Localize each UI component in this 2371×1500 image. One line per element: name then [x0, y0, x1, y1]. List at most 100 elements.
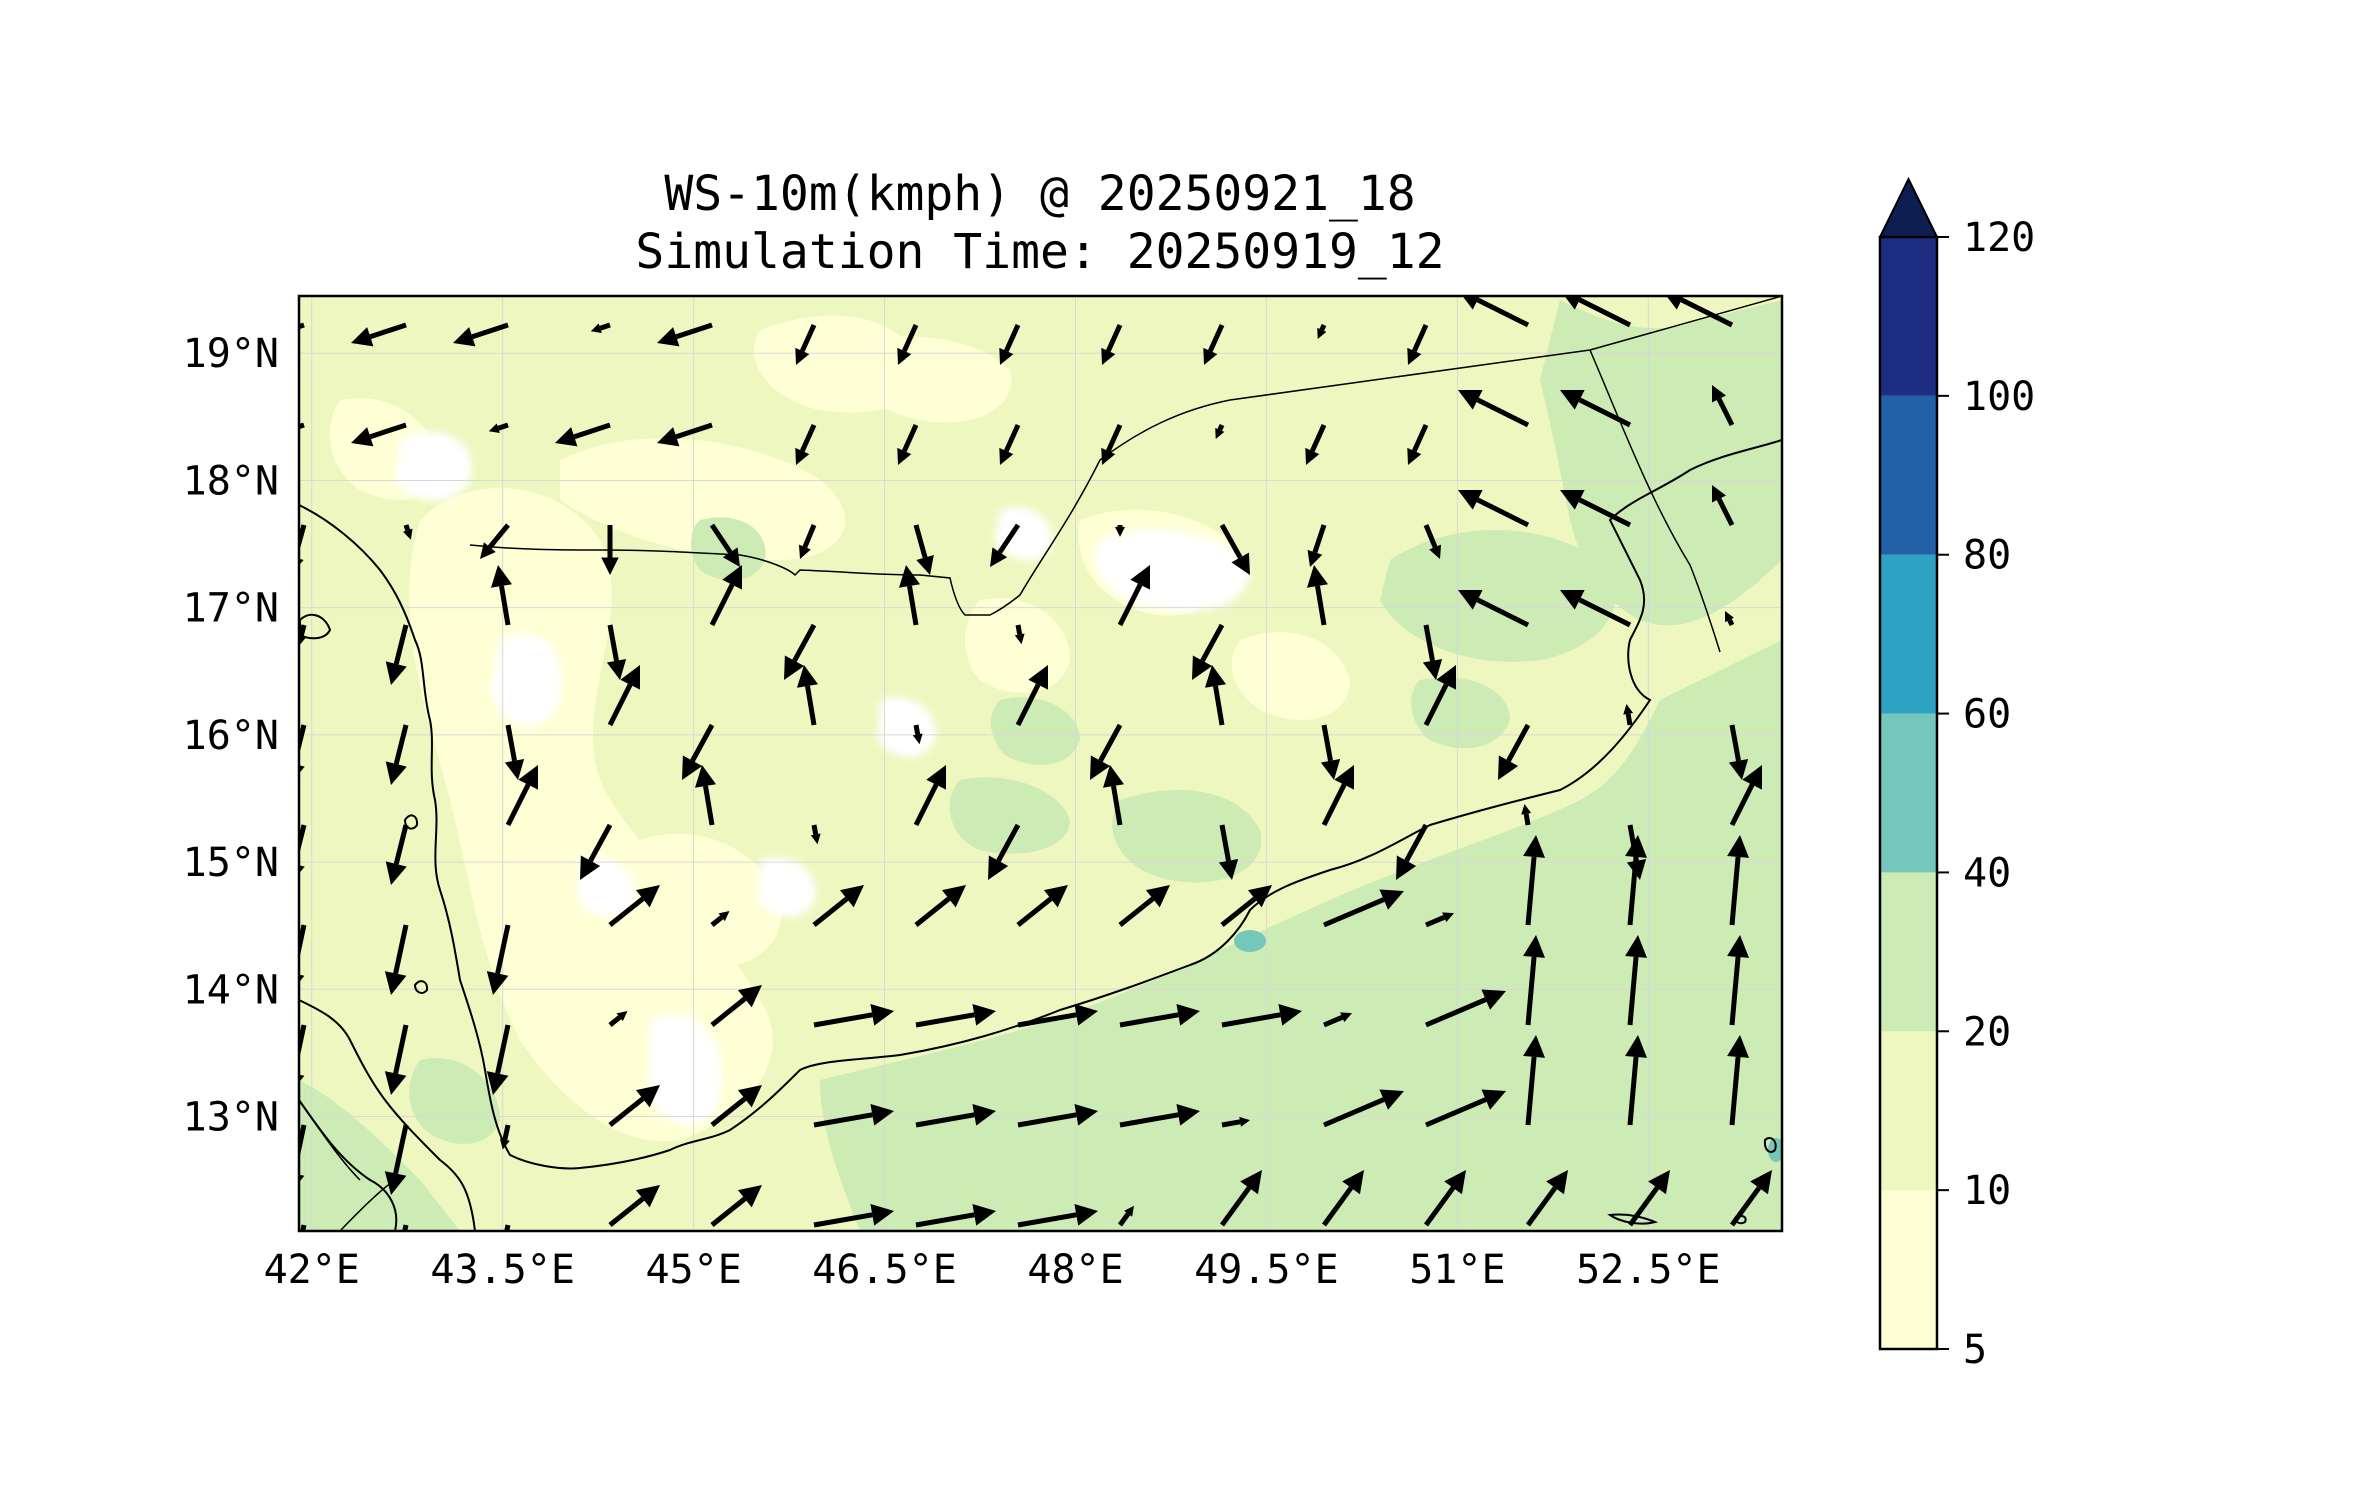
wind-arrow [1458, 490, 1530, 528]
wind-arrow [1307, 565, 1328, 626]
wind-arrow [813, 1003, 894, 1028]
longitude-tick-label: 43.5°E [430, 1247, 575, 1293]
colorbar-tick-label: 5 [1963, 1327, 1987, 1373]
wind-arrow [1101, 323, 1123, 365]
wind-arrow [580, 823, 613, 880]
wind-arrow [299, 1124, 307, 1183]
wind-arrow [590, 322, 611, 333]
wind-arrow [608, 885, 660, 927]
wind-arrow [1103, 765, 1124, 826]
wind-arrow [480, 523, 510, 559]
colorbar-tick-label: 40 [1963, 850, 2011, 896]
latitude-tick-label: 18°N [183, 458, 279, 504]
colorbar-segment [1880, 713, 1937, 873]
wind-arrow [657, 422, 713, 447]
wind-arrow [608, 1011, 628, 1027]
wind-arrow [299, 422, 305, 430]
wind-arrow [486, 924, 511, 995]
wind-arrow [1523, 835, 1546, 926]
wind-arrow [1219, 523, 1250, 575]
wind-arrow [1115, 525, 1125, 537]
wind-arrow [1422, 624, 1443, 680]
wind-arrow [810, 824, 821, 845]
wind-arrow [915, 1103, 996, 1128]
wind-arrow [1729, 1170, 1772, 1227]
wind-arrow [695, 765, 716, 826]
wind-arrow [555, 422, 611, 447]
wind-arrow [897, 323, 919, 365]
wind-arrow [1119, 1003, 1200, 1028]
colorbar-segment [1880, 1031, 1937, 1191]
wind-arrow [899, 565, 920, 626]
wind-arrow [1728, 724, 1749, 780]
wind-arrow [491, 565, 512, 626]
wind-arrow [504, 724, 525, 780]
longitude-tick-label: 45°E [645, 1247, 741, 1293]
wind-arrow [1627, 1170, 1670, 1227]
wind-arrow [1317, 323, 1327, 339]
wind-arrow [999, 423, 1021, 465]
map-panel [299, 296, 1782, 1231]
wind-arrow [384, 1124, 409, 1195]
wind-arrow [488, 422, 509, 433]
wind-arrow [912, 724, 923, 745]
latitude-tick-label: 15°N [183, 840, 279, 886]
wind-arrow [1623, 704, 1634, 726]
wind-arrow [1498, 723, 1531, 780]
wind-arrow [1458, 390, 1530, 428]
longitude-tick-label: 46.5°E [812, 1247, 957, 1293]
wind-arrow [999, 323, 1021, 365]
wind-arrow [1407, 423, 1429, 465]
colorbar-tick-label: 60 [1963, 692, 2011, 738]
wind-speed-fill-high [1234, 930, 1266, 952]
wind-arrow [1521, 804, 1532, 826]
wind-arrow [1321, 765, 1354, 827]
wind-arrow [913, 765, 946, 827]
wind-arrow [1560, 390, 1632, 428]
wind-arrow [385, 824, 409, 885]
longitude-axis: 42°E 43.5°E 45°E 46.5°E 48°E 49.5°E 51°E 52.5°E [264, 1247, 1721, 1293]
colorbar-tick-label: 120 [1963, 215, 2035, 261]
wind-arrow [813, 1203, 894, 1228]
latitude-tick-label: 13°N [183, 1095, 279, 1141]
wind-arrow [1712, 485, 1735, 527]
wind-arrow [1423, 524, 1442, 559]
wind-arrow [795, 423, 817, 465]
wind-speed-fill-moderate [299, 300, 1782, 1231]
wind-arrow [1215, 423, 1225, 439]
wind-arrow [1119, 1103, 1200, 1128]
wind-arrow [1090, 723, 1123, 780]
wind-arrow [1192, 623, 1225, 680]
wind-arrow [299, 624, 307, 646]
wind-arrow [990, 523, 1021, 567]
wind-arrow [1560, 490, 1632, 528]
wind-arrow [385, 724, 409, 785]
wind-arrow [915, 1003, 996, 1028]
wind-arrow [1523, 1035, 1546, 1126]
wind-arrow [1525, 1170, 1568, 1227]
wind-arrow [351, 422, 407, 447]
wind-arrow [710, 911, 730, 927]
wind-arrow [1307, 524, 1327, 567]
wind-arrow [1523, 935, 1546, 1026]
wind-arrow [402, 524, 413, 540]
colorbar-segment [1880, 554, 1937, 714]
wind-arrow [1396, 823, 1429, 880]
wind-arrow [913, 524, 934, 575]
colorbar-segment [1880, 1190, 1937, 1349]
wind-arrow [657, 322, 713, 347]
wind-arrow [1425, 989, 1506, 1028]
wind-arrow [601, 525, 619, 575]
wind-arrow [499, 1124, 511, 1150]
wind-arrow [812, 885, 864, 927]
colorbar-segment [1880, 237, 1937, 396]
wind-arrow [1727, 835, 1750, 926]
colorbar-tick-label: 20 [1963, 1009, 2011, 1055]
wind-arrow [1205, 665, 1226, 726]
wind-arrow [1014, 624, 1025, 645]
map-frame [297, 294, 1784, 1233]
wind-arrow [795, 323, 817, 365]
wind-arrow [1727, 1035, 1750, 1126]
colorbar-extend-arrow [1878, 176, 1939, 238]
